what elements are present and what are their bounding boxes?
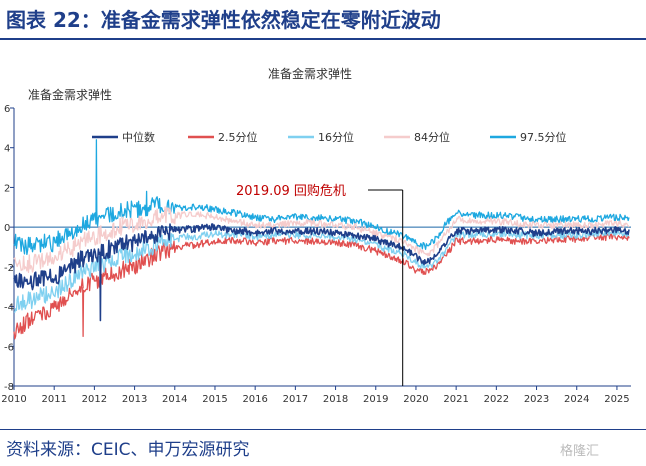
legend-label: 16分位 xyxy=(318,130,354,144)
x-tick-label: 2011 xyxy=(41,394,66,405)
x-tick-label: 2015 xyxy=(202,394,227,405)
y-tick-label: -8 xyxy=(4,382,14,393)
annotation-label: 2019.09 回购危机 xyxy=(236,183,346,199)
x-tick-label: 2020 xyxy=(403,394,428,405)
figure-heading: 图表 22：准备金需求弹性依然稳定在零附近波动 xyxy=(6,8,441,32)
y-tick-label: 0 xyxy=(4,223,10,234)
series-line xyxy=(13,223,630,322)
series-line xyxy=(13,206,630,274)
legend-label: 97.5分位 xyxy=(520,130,567,144)
series-line xyxy=(13,229,630,313)
x-tick-label: 2014 xyxy=(162,394,187,405)
heading-rule xyxy=(0,38,646,40)
y-tick-label: -2 xyxy=(4,263,14,274)
y-tick-label: 4 xyxy=(4,144,10,155)
legend-label: 84分位 xyxy=(414,130,450,144)
footer-rule xyxy=(0,429,646,430)
x-tick-label: 2019 xyxy=(363,394,388,405)
x-tick-label: 2025 xyxy=(604,394,629,405)
x-tick-label: 2016 xyxy=(242,394,267,405)
y-tick-label: -6 xyxy=(4,342,14,353)
chart-title: 准备金需求弹性 xyxy=(268,66,352,81)
x-tick-label: 2013 xyxy=(122,394,147,405)
y-tick-label: -4 xyxy=(4,303,14,314)
series-line xyxy=(13,233,630,340)
x-tick-label: 2017 xyxy=(283,394,308,405)
source-note: 资料来源：CEIC、申万宏源研究 xyxy=(6,440,250,460)
legend-label: 中位数 xyxy=(122,130,155,144)
x-tick-label: 2022 xyxy=(484,394,509,405)
watermark: 格隆汇 xyxy=(560,444,600,459)
y-axis-label: 准备金需求弹性 xyxy=(28,87,112,102)
y-tick-label: 6 xyxy=(4,104,10,115)
x-tick-label: 2012 xyxy=(82,394,107,405)
legend-label: 2.5分位 xyxy=(218,130,258,144)
x-tick-label: 2024 xyxy=(564,394,589,405)
series-line xyxy=(13,139,630,256)
y-tick-label: 2 xyxy=(4,183,10,194)
x-tick-label: 2021 xyxy=(443,394,468,405)
x-tick-label: 2018 xyxy=(323,394,348,405)
x-tick-label: 2023 xyxy=(524,394,549,405)
x-tick-label: 2010 xyxy=(1,394,26,405)
